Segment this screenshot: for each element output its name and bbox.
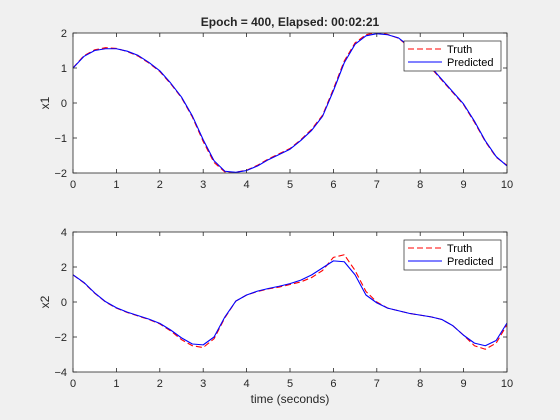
- y-tick-label: 0: [61, 98, 67, 110]
- y-tick-label: −4: [54, 367, 67, 379]
- x-tick-label: 1: [113, 378, 119, 390]
- x-tick-label: 4: [244, 179, 250, 191]
- series-group: [73, 33, 507, 173]
- legend-label-truth: Truth: [447, 243, 472, 255]
- x-tick-label: 3: [200, 179, 206, 191]
- x-tick-label: 7: [374, 179, 380, 191]
- y-tick-label: 2: [61, 262, 67, 274]
- x-tick-label: 10: [501, 378, 513, 390]
- x-tick-label: 7: [374, 378, 380, 390]
- x-tick-label: 5: [287, 179, 293, 191]
- axes-x2: 0 1 2 3 4 5 6 7 8 9 10 −4 −2 0 2 4 x2 time (seconds) Truth…: [38, 227, 513, 406]
- y-tick-label: 0: [61, 297, 67, 309]
- x-tick-label: 2: [157, 179, 163, 191]
- series-group: [73, 254, 507, 350]
- x-tick-label: 9: [461, 378, 467, 390]
- legend-label-predicted: Predicted: [447, 57, 493, 69]
- y-tick-label: 1: [61, 63, 67, 75]
- y-axis-label: x2: [38, 295, 52, 308]
- series-line-predicted: [73, 260, 507, 347]
- y-tick-label: −1: [54, 133, 67, 145]
- legend-box: [403, 40, 502, 72]
- x-tick-label: 0: [70, 378, 76, 390]
- x-tick-label: 3: [200, 378, 206, 390]
- x-tick-label: 1: [113, 179, 119, 191]
- y-tick-label: 4: [61, 227, 67, 239]
- series-line-predicted: [73, 33, 507, 173]
- x-axis-label: time (seconds): [251, 392, 330, 406]
- y-axis-label: x1: [38, 96, 52, 109]
- legend-label-predicted: Predicted: [447, 256, 493, 268]
- x-tick-label: 8: [417, 378, 423, 390]
- legend-box: [403, 239, 502, 271]
- figure-title: Epoch = 400, Elapsed: 00:02:21: [201, 15, 380, 29]
- x-tick-label: 5: [287, 378, 293, 390]
- x-tick-label: 2: [157, 378, 163, 390]
- x-tick-label: 6: [330, 179, 336, 191]
- x-tick-label: 8: [417, 179, 423, 191]
- x-tick-label: 10: [501, 179, 513, 191]
- x-tick-label: 6: [330, 378, 336, 390]
- x-tick-label: 9: [461, 179, 467, 191]
- legend-label-truth: Truth: [447, 44, 472, 56]
- y-tick-label: 2: [61, 28, 67, 40]
- x-tick-label: 4: [244, 378, 250, 390]
- x-tick-label: 0: [70, 179, 76, 191]
- y-tick-label: −2: [54, 332, 67, 344]
- y-tick-label: −2: [54, 168, 67, 180]
